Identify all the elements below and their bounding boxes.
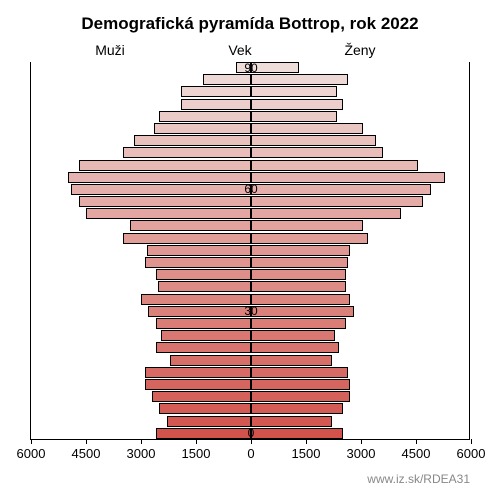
female-bar	[251, 281, 346, 292]
male-bar	[159, 111, 251, 122]
female-bar	[251, 160, 418, 171]
male-bar	[161, 330, 251, 341]
x-tick-label: 3000	[127, 446, 156, 461]
age-axis-label: 90	[236, 61, 266, 75]
x-tick-mark	[251, 439, 252, 444]
x-tick-label: 0	[247, 446, 254, 461]
male-bar	[147, 245, 252, 256]
female-bar	[251, 294, 350, 305]
female-bar	[251, 342, 339, 353]
male-bar	[68, 172, 251, 183]
female-bar	[251, 269, 346, 280]
female-bar	[251, 233, 368, 244]
female-bar	[251, 172, 445, 183]
female-bar	[251, 196, 423, 207]
female-bar	[251, 416, 332, 427]
female-bar	[251, 123, 363, 134]
x-tick-label: 6000	[457, 446, 486, 461]
male-half	[31, 62, 251, 440]
male-bar	[170, 355, 251, 366]
female-half	[251, 62, 471, 440]
male-bar	[79, 160, 251, 171]
male-bar	[167, 416, 251, 427]
male-bar	[203, 74, 251, 85]
male-bar	[154, 123, 251, 134]
x-tick-mark	[471, 439, 472, 444]
chart-title: Demografická pyramída Bottrop, rok 2022	[0, 14, 500, 34]
male-bar	[141, 294, 251, 305]
male-bar	[145, 367, 251, 378]
female-bar	[251, 184, 431, 195]
x-tick-label: 6000	[17, 446, 46, 461]
male-bar	[86, 208, 251, 219]
x-tick-label: 4500	[72, 446, 101, 461]
male-bar	[158, 281, 252, 292]
male-bar	[71, 184, 251, 195]
x-tick-label: 1500	[182, 446, 211, 461]
plot-area: 0306090 01500150030003000450045006000600…	[30, 62, 470, 440]
x-tick-mark	[361, 439, 362, 444]
female-bar	[251, 135, 376, 146]
female-bar	[251, 318, 346, 329]
female-bar	[251, 355, 332, 366]
male-bar	[152, 391, 251, 402]
male-bar	[181, 86, 251, 97]
age-axis-label: 60	[236, 182, 266, 196]
female-column-label: Ženy	[344, 42, 375, 58]
x-tick-label: 3000	[347, 446, 376, 461]
male-bar	[130, 220, 251, 231]
female-bar	[251, 330, 335, 341]
male-bar	[156, 342, 251, 353]
female-bar	[251, 208, 401, 219]
x-tick-mark	[196, 439, 197, 444]
female-bar	[251, 403, 343, 414]
pyramid-chart: Demografická pyramída Bottrop, rok 2022 …	[0, 0, 500, 500]
female-bar	[251, 220, 363, 231]
female-bar	[251, 257, 348, 268]
female-bar	[251, 391, 350, 402]
male-bar	[181, 99, 251, 110]
female-bar	[251, 74, 348, 85]
male-bar	[145, 379, 251, 390]
male-bar	[123, 147, 251, 158]
age-column-label: Vek	[228, 42, 251, 58]
female-bar	[251, 367, 348, 378]
male-bar	[156, 318, 251, 329]
male-column-label: Muži	[95, 42, 125, 58]
female-bar	[251, 86, 337, 97]
female-bar	[251, 306, 354, 317]
female-bar	[251, 99, 343, 110]
x-tick-mark	[86, 439, 87, 444]
x-tick-label: 1500	[292, 446, 321, 461]
x-tick-mark	[141, 439, 142, 444]
x-tick-mark	[416, 439, 417, 444]
male-bar	[134, 135, 251, 146]
x-tick-label: 4500	[402, 446, 431, 461]
watermark-text: www.iz.sk/RDEA31	[367, 472, 470, 486]
female-bar	[251, 147, 383, 158]
male-bar	[156, 269, 251, 280]
female-bar	[251, 379, 350, 390]
x-tick-mark	[306, 439, 307, 444]
male-bar	[145, 257, 251, 268]
male-bar	[79, 196, 251, 207]
female-bar	[251, 245, 350, 256]
male-bar	[123, 233, 251, 244]
female-bar	[251, 111, 337, 122]
age-axis-label: 30	[236, 304, 266, 318]
male-bar	[159, 403, 251, 414]
x-tick-mark	[31, 439, 32, 444]
